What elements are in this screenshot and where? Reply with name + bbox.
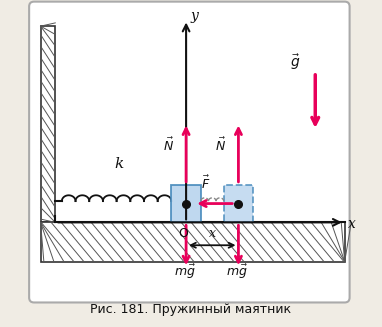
Text: $\vec{N}$: $\vec{N}$ xyxy=(163,136,173,154)
Text: $\vec{g}$: $\vec{g}$ xyxy=(290,52,301,72)
Text: $\vec{F}$: $\vec{F}$ xyxy=(201,175,210,192)
Bar xyxy=(224,185,253,222)
Text: $m\vec{g}$: $m\vec{g}$ xyxy=(226,263,248,281)
Text: y: y xyxy=(191,9,199,23)
Text: $m\vec{g}$: $m\vec{g}$ xyxy=(173,263,195,281)
Bar xyxy=(40,222,345,262)
Text: $\vec{N}$: $\vec{N}$ xyxy=(215,136,226,154)
Text: Рис. 181. Пружинный маятник: Рис. 181. Пружинный маятник xyxy=(91,302,291,316)
Text: x: x xyxy=(348,217,356,231)
FancyBboxPatch shape xyxy=(29,2,350,302)
Bar xyxy=(172,185,201,222)
Text: O: O xyxy=(178,227,188,240)
Text: k: k xyxy=(115,157,124,170)
Text: x: x xyxy=(209,227,216,240)
Bar xyxy=(40,26,55,222)
